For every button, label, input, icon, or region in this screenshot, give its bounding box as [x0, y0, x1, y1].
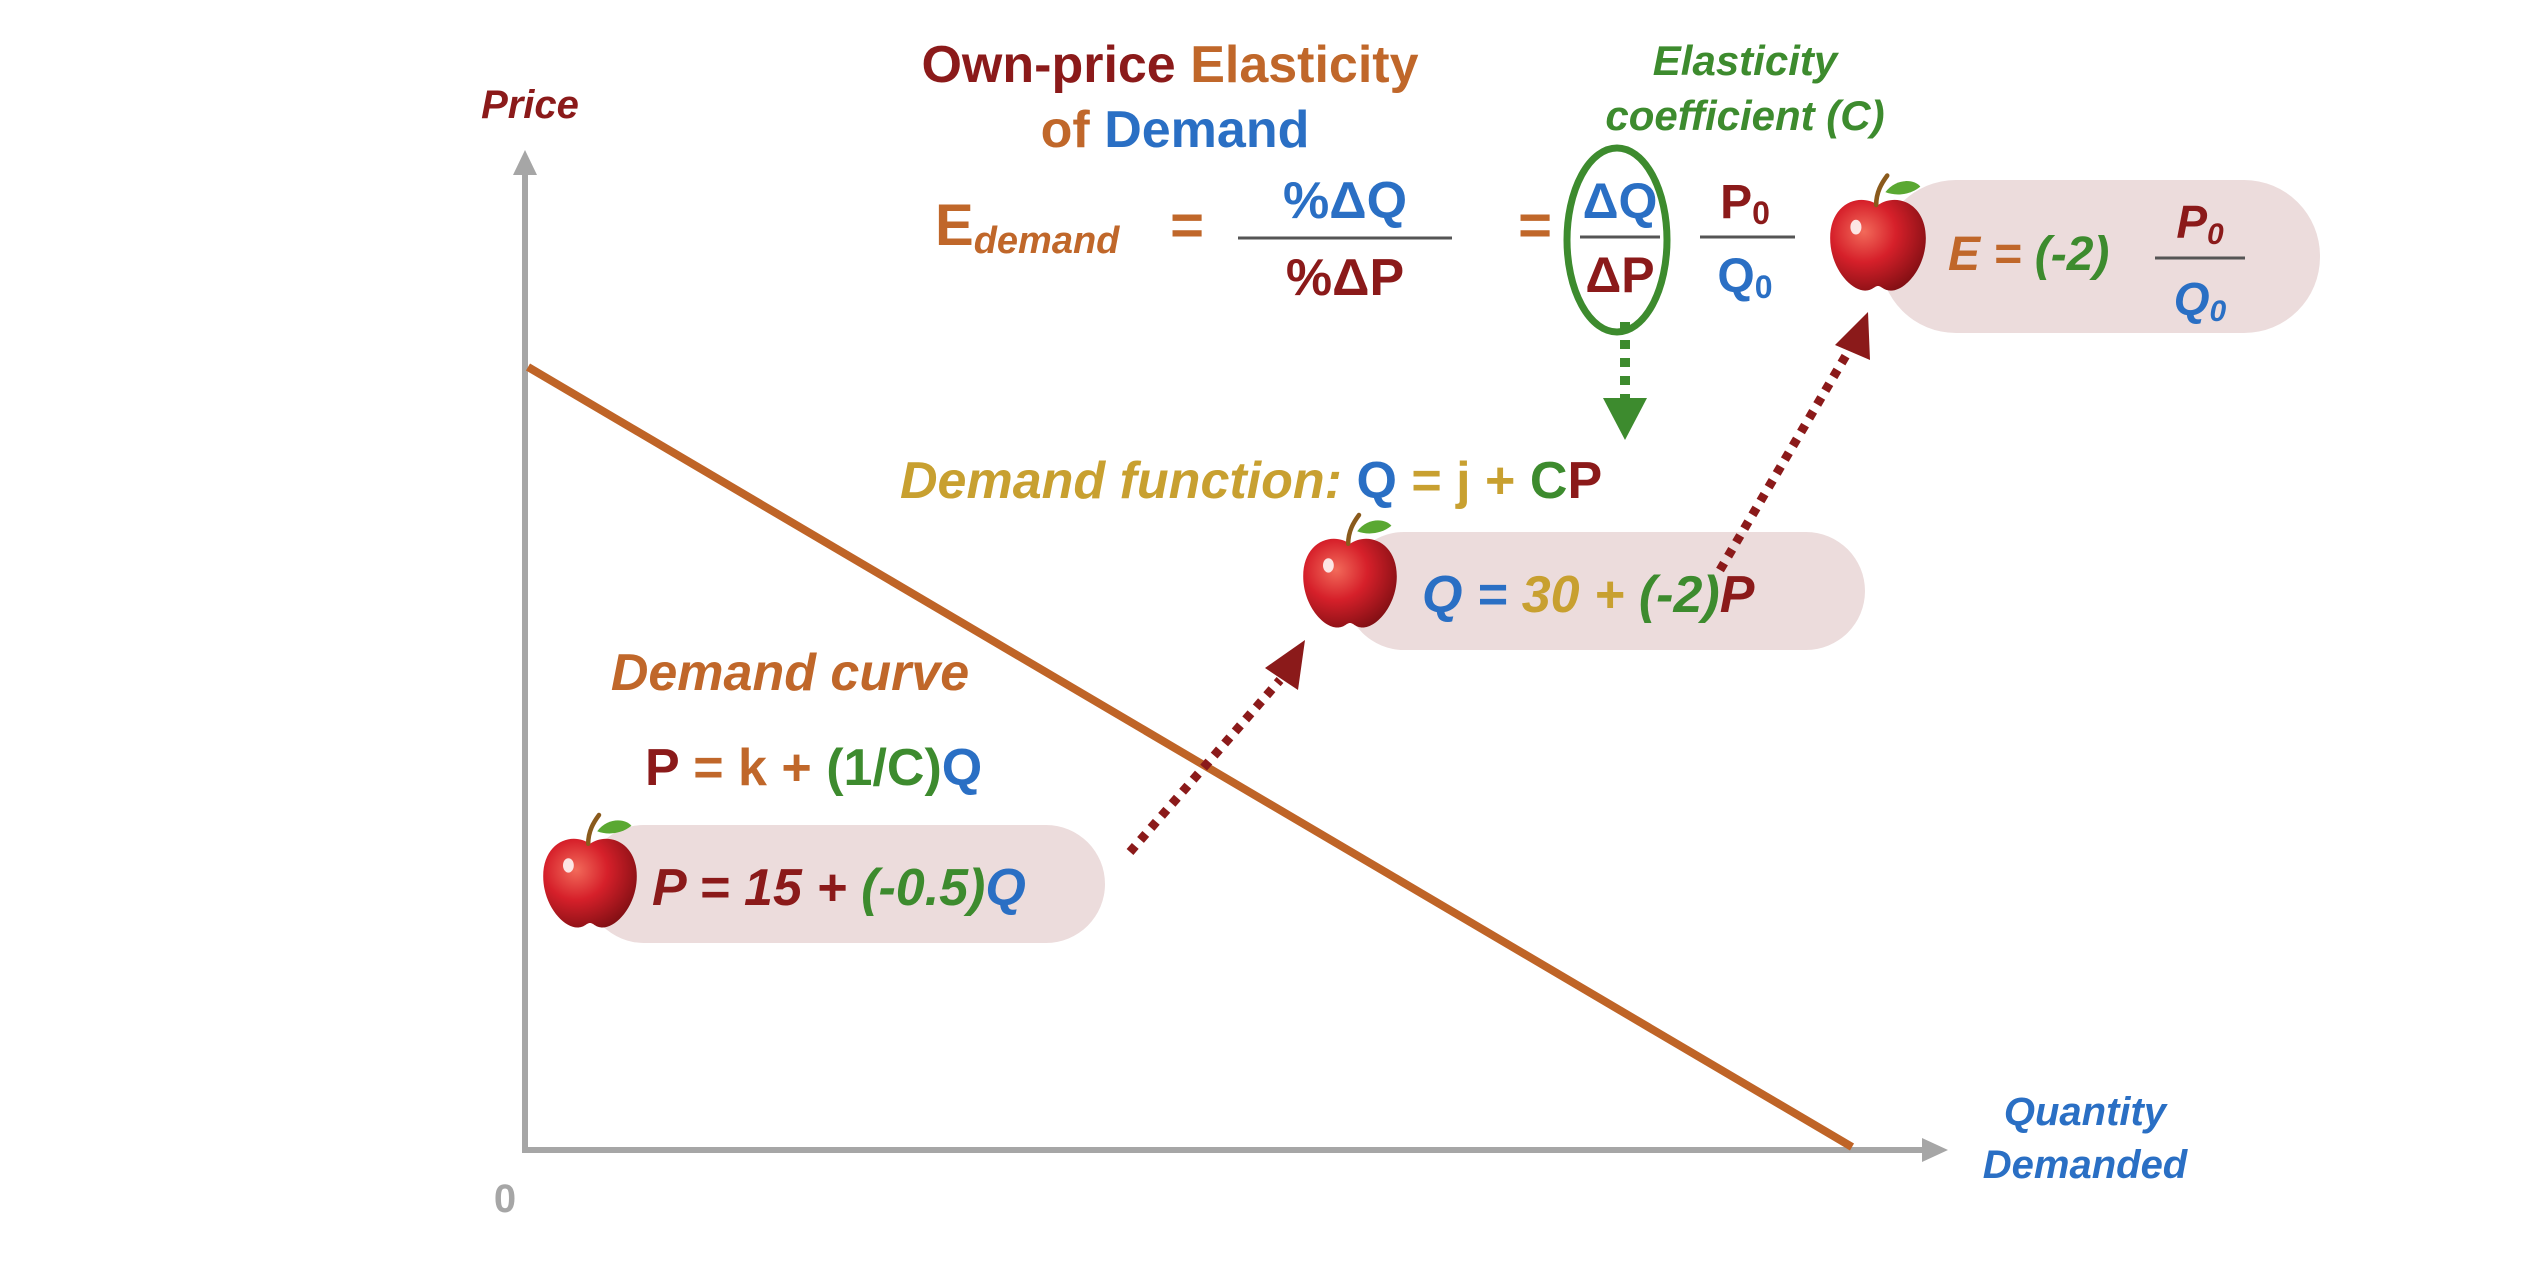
maroon-dotted-arrow-lower	[1126, 677, 1284, 855]
q-example-text: Q = 30 + (-2)P	[1422, 566, 1755, 624]
demand-function-q: Q	[1356, 452, 1396, 510]
demand-function-p: P	[1567, 452, 1602, 510]
q0-letter: Q	[1717, 250, 1754, 303]
title-own-price: Own-price	[921, 36, 1175, 94]
e-result-q0-letter: Q	[2174, 273, 2210, 325]
apple-icon	[1303, 515, 1397, 628]
p-example-q: Q	[985, 859, 1025, 917]
q-example-const: 30 +	[1522, 566, 1639, 624]
p0: P0	[1720, 176, 1770, 231]
delta-p: ΔP	[1585, 247, 1654, 303]
e-demand: Edemand	[935, 193, 1120, 262]
demand-curve-plus: +	[767, 739, 826, 797]
title-space2	[1090, 101, 1104, 159]
title-of: of	[1041, 101, 1091, 159]
axes: Price Quantity Demanded 0	[481, 83, 2189, 1221]
equals-2: =	[1518, 193, 1552, 258]
pct-delta-q: %ΔQ	[1283, 172, 1407, 230]
demand-function: Demand function: Q = j + CP	[900, 452, 1602, 510]
delta-q: ΔQ	[1583, 173, 1658, 229]
x-axis-label-line2: Demanded	[1983, 1143, 2189, 1187]
demand-curve-eq: =	[679, 739, 738, 797]
p-example-const: 15 +	[744, 859, 861, 917]
q-example-pill	[1345, 532, 1865, 650]
title-demand: Demand	[1104, 101, 1309, 159]
e-result-coef: (-2)	[2035, 228, 2110, 281]
x-axis-label-line1: Quantity	[2004, 1090, 2168, 1134]
p0-sub: 0	[1752, 195, 1770, 231]
e-result-p0: P0	[2176, 196, 2224, 251]
e-result-text: E = (-2)	[1948, 228, 2109, 281]
elasticity-coefficient-line1: Elasticity	[1653, 37, 1840, 84]
demand-curve-coef: (1/C)	[826, 739, 942, 797]
e-subscript: demand	[974, 220, 1120, 262]
diagram-title-line2: of Demand	[1041, 101, 1310, 159]
demand-curve-k: k	[738, 739, 767, 797]
e-letter: E	[935, 193, 974, 258]
q-example-p: P	[1720, 566, 1755, 624]
x-axis-arrowhead	[1922, 1138, 1948, 1162]
p0-letter: P	[1720, 176, 1752, 229]
elasticity-formula: Edemand = %ΔQ %ΔP = ΔQ ΔP P0 Q0	[935, 144, 1795, 336]
demand-function-c: C	[1530, 452, 1568, 510]
q-example-q: Q	[1422, 566, 1462, 624]
coefficient-circle	[1563, 144, 1671, 336]
maroon-arrowhead-upper	[1835, 312, 1870, 360]
q0: Q0	[1717, 250, 1772, 305]
equals-1: =	[1170, 193, 1204, 258]
demand-function-plus: +	[1471, 452, 1530, 510]
pct-delta-p: %ΔP	[1286, 249, 1404, 307]
elasticity-coefficient-line2: coefficient (C)	[1605, 92, 1884, 139]
e-result-p0-sub: 0	[2207, 218, 2224, 251]
p-example-pill	[585, 825, 1105, 943]
demand-function-eq: =	[1397, 452, 1456, 510]
demand-curve-p: P	[645, 739, 679, 797]
e-result-q0-sub: 0	[2210, 295, 2227, 328]
q-example-eq: =	[1462, 566, 1521, 624]
maroon-arrowhead-lower	[1265, 640, 1305, 690]
demand-curve-equation: P = k + (1/C)Q	[645, 739, 982, 797]
q0-sub: 0	[1755, 269, 1773, 305]
demand-function-j: j	[1455, 452, 1470, 510]
demand-line	[525, 363, 1855, 1151]
green-arrowhead	[1603, 398, 1647, 440]
p-example-eq: =	[685, 859, 744, 917]
e-result-left: E =	[1948, 228, 2035, 281]
title-space	[1176, 36, 1190, 94]
e-result-p0-letter: P	[2176, 196, 2207, 248]
e-result-q0: Q0	[2174, 273, 2227, 328]
demand-function-label: Demand function:	[900, 452, 1342, 510]
e-result-pill	[1880, 180, 2320, 333]
origin-label: 0	[494, 1177, 516, 1221]
p-example-p: P	[652, 859, 687, 917]
p-example-coef: (-0.5)	[861, 859, 985, 917]
demand-function-gap	[1342, 452, 1356, 510]
title-elasticity: Elasticity	[1190, 36, 1418, 94]
demand-curve-q: Q	[942, 739, 982, 797]
maroon-dotted-arrow-upper	[1716, 349, 1852, 573]
apple-icon	[1830, 176, 1926, 291]
demand-curve-label: Demand curve	[611, 644, 969, 702]
y-axis-arrowhead	[513, 150, 537, 175]
y-axis-label: Price	[481, 83, 579, 127]
q-example-coef: (-2)	[1639, 566, 1720, 624]
p-example-text: P = 15 + (-0.5)Q	[652, 859, 1026, 917]
diagram-title-line1: Own-price Elasticity	[921, 36, 1418, 94]
